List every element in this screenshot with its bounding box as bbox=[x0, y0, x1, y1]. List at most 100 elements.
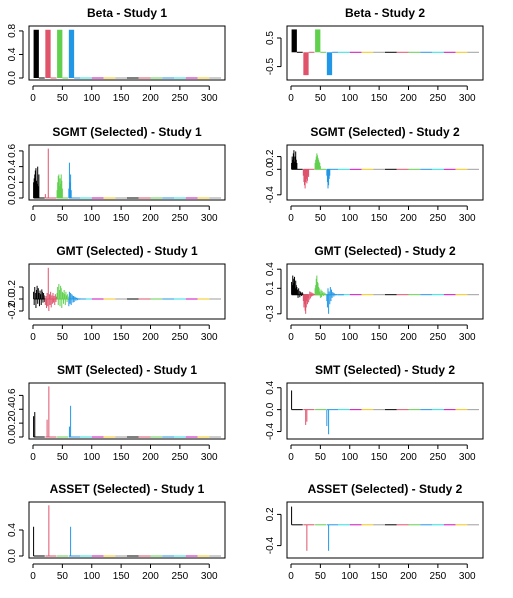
chart-panel-5: GMT (Selected) - Study 1 0 50 100 150 200 250 3… bbox=[7, 244, 226, 343]
plot-frame bbox=[28, 382, 226, 440]
x-tick-label: 50 bbox=[315, 93, 327, 104]
x-tick-label: 150 bbox=[371, 213, 388, 224]
x-tick-label: 0 bbox=[30, 452, 36, 463]
y-tick-label: 0.1 bbox=[265, 281, 276, 295]
x-tick-label: 0 bbox=[30, 213, 36, 224]
x-tick-label: 0 bbox=[30, 93, 36, 104]
y-tick-label: 0.4 bbox=[7, 402, 18, 416]
x-tick-label: 100 bbox=[341, 332, 358, 343]
y-tick-label: 0.6 bbox=[7, 388, 18, 402]
x-tick-label: 250 bbox=[430, 452, 447, 463]
x-tick-label: 50 bbox=[57, 332, 69, 343]
x-tick-label: 150 bbox=[113, 213, 130, 224]
y-tick-label: 0.0 bbox=[7, 71, 18, 85]
x-tick-label: 300 bbox=[201, 93, 218, 104]
chart-panel-8: SMT (Selected) - Study 2 0 50 100 150 200 250 3… bbox=[265, 363, 484, 463]
chart-title: ASSET (Selected) - Study 2 bbox=[308, 482, 463, 496]
x-tick-label: 300 bbox=[201, 571, 218, 582]
x-tick-label: 250 bbox=[172, 213, 189, 224]
plot-frame bbox=[286, 144, 484, 201]
chart-panel-3: SGMT (Selected) - Study 1 0 50 100 150 200 250… bbox=[7, 125, 226, 224]
x-tick-label: 50 bbox=[57, 213, 69, 224]
x-tick-label: 250 bbox=[430, 213, 447, 224]
x-tick-label: 150 bbox=[371, 452, 388, 463]
x-tick-label: 300 bbox=[459, 93, 476, 104]
chart-title: SMT (Selected) - Study 1 bbox=[57, 363, 197, 377]
x-tick-label: 50 bbox=[57, 571, 69, 582]
plot-frame bbox=[28, 144, 226, 201]
y-tick-label: -0.4 bbox=[265, 422, 276, 440]
x-tick-label: 200 bbox=[142, 93, 159, 104]
x-tick-label: 200 bbox=[142, 452, 159, 463]
x-tick-label: 0 bbox=[288, 93, 294, 104]
x-tick-label: 250 bbox=[430, 571, 447, 582]
y-tick-label: 0.4 bbox=[7, 159, 18, 173]
x-tick-label: 150 bbox=[113, 571, 130, 582]
x-tick-label: 250 bbox=[172, 452, 189, 463]
x-tick-label: 250 bbox=[172, 93, 189, 104]
plot-frame bbox=[286, 501, 484, 559]
y-tick-label: 0.5 bbox=[265, 31, 276, 45]
y-tick-label: -0.4 bbox=[265, 537, 276, 555]
x-tick-label: 0 bbox=[288, 452, 294, 463]
x-tick-label: 250 bbox=[430, 93, 447, 104]
bar-red bbox=[45, 29, 51, 78]
y-tick-label: -0.4 bbox=[265, 186, 276, 204]
plot-frame bbox=[286, 382, 484, 440]
x-tick-label: 100 bbox=[83, 571, 100, 582]
chart-title: SMT (Selected) - Study 2 bbox=[315, 363, 455, 377]
x-tick-label: 100 bbox=[83, 452, 100, 463]
y-tick-label: 0.0 bbox=[7, 191, 18, 205]
x-tick-label: 50 bbox=[57, 93, 69, 104]
x-tick-label: 300 bbox=[459, 332, 476, 343]
x-tick-label: 300 bbox=[459, 213, 476, 224]
y-tick-label: 0.0 bbox=[7, 292, 18, 306]
x-tick-label: 200 bbox=[142, 571, 159, 582]
x-tick-label: 200 bbox=[142, 332, 159, 343]
y-tick-label: -0.3 bbox=[265, 305, 276, 323]
x-tick-label: 150 bbox=[371, 571, 388, 582]
x-tick-label: 100 bbox=[83, 213, 100, 224]
x-tick-label: 50 bbox=[57, 452, 69, 463]
x-tick-label: 300 bbox=[459, 452, 476, 463]
chart-title: GMT (Selected) - Study 1 bbox=[56, 244, 198, 258]
y-tick-label: 0.2 bbox=[265, 507, 276, 521]
y-tick-label: 0.0 bbox=[7, 430, 18, 444]
bar-black bbox=[291, 29, 297, 53]
x-tick-label: 150 bbox=[371, 93, 388, 104]
y-tick-label: 0.2 bbox=[7, 280, 18, 294]
bar-black bbox=[33, 29, 39, 78]
x-tick-label: 300 bbox=[459, 571, 476, 582]
x-tick-label: 100 bbox=[83, 332, 100, 343]
chart-title: SGMT (Selected) - Study 2 bbox=[310, 125, 460, 139]
x-tick-label: 100 bbox=[341, 452, 358, 463]
chart-panel-9: ASSET (Selected) - Study 1 0 50 100 150 200 25… bbox=[7, 482, 226, 582]
y-tick-label: 0.4 bbox=[7, 523, 18, 537]
chart-title: GMT (Selected) - Study 2 bbox=[314, 244, 456, 258]
chart-title: Beta - Study 1 bbox=[87, 6, 167, 20]
x-tick-label: 250 bbox=[172, 332, 189, 343]
y-tick-label: 0.4 bbox=[265, 380, 276, 394]
x-tick-label: 250 bbox=[172, 571, 189, 582]
x-tick-label: 200 bbox=[400, 332, 417, 343]
y-tick-label: -0.2 bbox=[7, 302, 18, 320]
x-tick-label: 150 bbox=[113, 93, 130, 104]
plot-frame bbox=[28, 25, 226, 81]
x-tick-label: 200 bbox=[400, 93, 417, 104]
x-tick-label: 250 bbox=[430, 332, 447, 343]
x-tick-label: 200 bbox=[400, 571, 417, 582]
y-tick-label: 0.0 bbox=[265, 402, 276, 416]
x-tick-label: 0 bbox=[288, 332, 294, 343]
x-tick-label: 300 bbox=[201, 213, 218, 224]
y-tick-label: 0.2 bbox=[265, 149, 276, 163]
bar-blue bbox=[326, 52, 333, 76]
x-tick-label: 0 bbox=[288, 571, 294, 582]
bar-green bbox=[315, 29, 321, 53]
y-tick-label: 0.2 bbox=[7, 416, 18, 430]
x-tick-label: 100 bbox=[341, 571, 358, 582]
x-tick-label: 100 bbox=[83, 93, 100, 104]
x-tick-label: 50 bbox=[315, 213, 327, 224]
x-tick-label: 50 bbox=[315, 332, 327, 343]
x-tick-label: 300 bbox=[201, 332, 218, 343]
x-tick-label: 0 bbox=[30, 332, 36, 343]
